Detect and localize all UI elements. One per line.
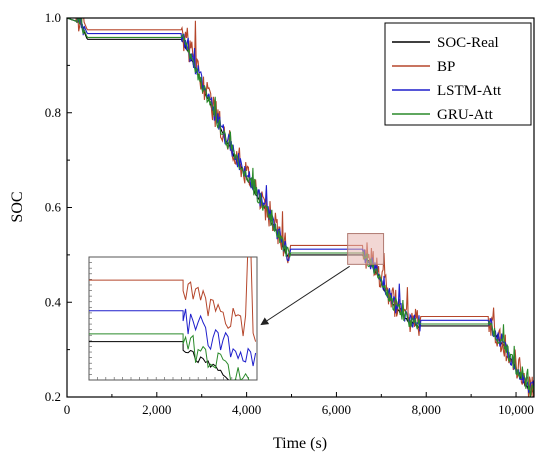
x-tick-label: 6,000: [322, 402, 351, 417]
legend-label: SOC-Real: [437, 35, 499, 51]
y-axis-ticks: 0.2 0.4 0.6 0.8 1.0: [45, 10, 72, 404]
legend-label: BP: [437, 59, 455, 75]
inset-frame: [88, 256, 258, 381]
y-axis-title: SOC: [9, 191, 26, 222]
legend-label: LSTM-Att: [437, 83, 502, 99]
zoom-arrow: [260, 265, 350, 326]
inset-line-gru-att: [89, 333, 250, 380]
y-tick-label: 1.0: [45, 10, 61, 25]
legend: SOC-Real BP LSTM-Att GRU-Att: [384, 22, 532, 126]
legend-box: [384, 22, 532, 126]
inset-line-soc-real: [89, 341, 237, 380]
inset-line-bp: [89, 257, 257, 342]
x-tick-label: 10,000: [498, 402, 534, 417]
inset-line-lstm-att: [89, 308, 257, 367]
x-tick-label: 8,000: [412, 402, 441, 417]
y-tick-label: 0.6: [45, 200, 62, 215]
y-tick-label: 0.2: [45, 389, 61, 404]
x-tick-label: 4,000: [232, 402, 261, 417]
inset-series-layer: [89, 257, 257, 380]
series-line-lstm-att: [67, 18, 534, 395]
x-axis-title: Time (s): [273, 435, 327, 452]
series-layer: [67, 18, 534, 397]
x-axis-ticks: 0 2,000 4,000 6,000 8,000 10,000: [64, 392, 534, 417]
legend-label: GRU-Att: [437, 107, 494, 123]
zoom-region-box: [347, 233, 385, 265]
x-tick-label: 2,000: [142, 402, 171, 417]
y-tick-label: 0.4: [45, 294, 62, 309]
zoom-inset: [88, 256, 258, 381]
x-tick-label: 0: [64, 402, 71, 417]
series-line-soc-real: [67, 18, 534, 395]
y-tick-label: 0.8: [45, 105, 61, 120]
series-line-bp: [67, 18, 534, 397]
series-line-gru-att: [67, 18, 534, 397]
